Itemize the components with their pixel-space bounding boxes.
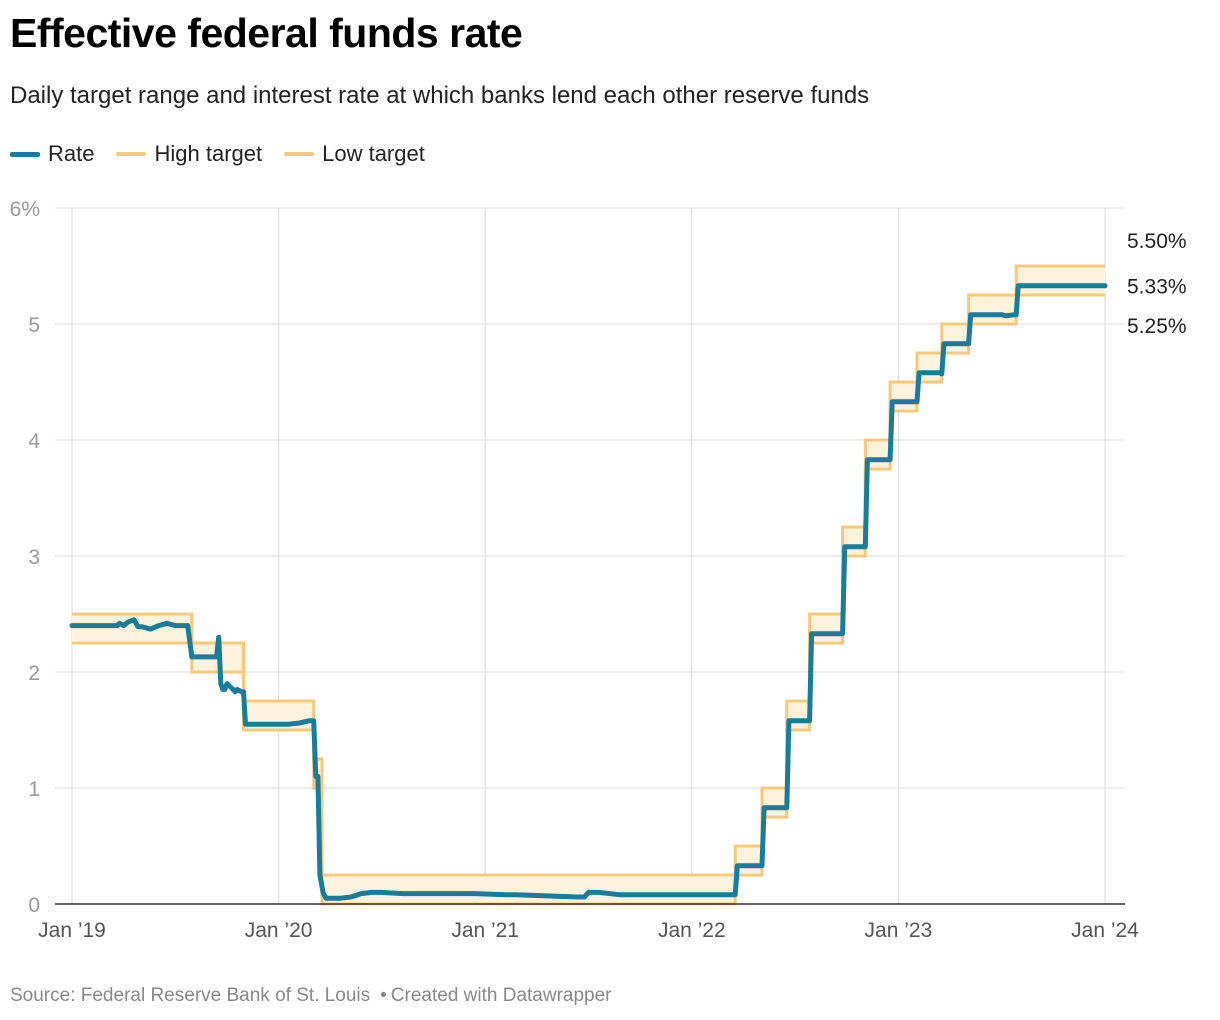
rate-line [69,283,1108,901]
footer-separator: • [380,985,387,1006]
low-target-line [72,293,1105,906]
x-tick-label: Jan ’23 [865,919,933,942]
legend: Rate High target Low target [10,140,447,168]
y-tick-label: 2 [28,662,40,685]
target-lines [72,264,1105,906]
y-tick-label: 6% [10,198,40,221]
grid-lines [55,207,1125,904]
legend-label-low-target: Low target [322,141,425,166]
legend-swatch-rate [10,151,40,157]
legend-label-rate: Rate [48,141,95,166]
y-tick-label: 3 [28,546,40,569]
end-value-label: 5.25% [1127,315,1187,338]
target-range-band [72,266,1105,904]
target-band-area [72,266,1105,904]
x-tick-label: Jan ’24 [1071,919,1139,942]
chart-footer: Source: Federal Reserve Bank of St. Loui… [10,985,612,1007]
legend-label-high-target: High target [154,141,263,166]
end-labels: 5.50% 5.33% 5.25% [1127,230,1187,338]
x-tick-label: Jan ’20 [245,919,313,942]
legend-swatch-low-target [284,152,315,156]
x-tick-label: Jan ’21 [451,919,519,942]
legend-item-high-target: High target [116,141,262,167]
legend-item-rate: Rate [10,141,94,167]
y-tick-label: 4 [28,430,40,453]
legend-swatch-high-target [116,152,147,156]
legend-item-low-target: Low target [284,141,425,167]
end-value-label: 5.33% [1127,276,1187,299]
x-tick-label: Jan ’19 [38,919,106,942]
rate-series [69,283,1108,901]
credit-note: Created with Datawrapper [390,985,612,1006]
y-tick-label: 1 [28,778,40,801]
y-tick-label: 0 [28,894,40,917]
x-tick-label: Jan ’22 [658,919,726,942]
end-value-label: 5.50% [1127,230,1187,253]
chart-title: Effective federal funds rate [10,10,523,56]
chart-subtitle: Daily target range and interest rate at … [10,82,870,109]
source-note: Source: Federal Reserve Bank of St. Loui… [10,985,371,1006]
y-tick-label: 5 [28,314,40,337]
high-target-line [72,264,1105,877]
